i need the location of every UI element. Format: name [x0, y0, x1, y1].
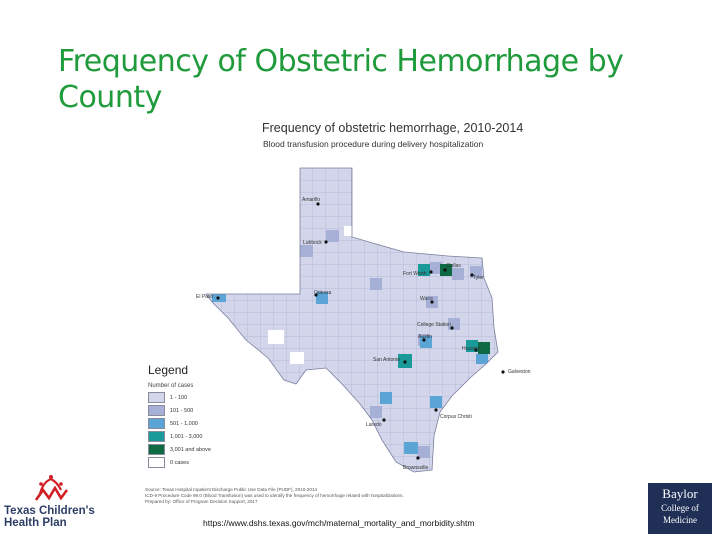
legend-label: 101 - 500 — [170, 407, 194, 414]
tch-logo-text: Texas Children's Health Plan — [4, 505, 95, 529]
city-corpus-christi: Corpus Christi — [434, 408, 472, 420]
legend-swatch — [148, 444, 165, 455]
city-college-station: College Station — [417, 322, 454, 330]
city-houston: Houston — [462, 346, 481, 352]
city-odessa: Odessa — [314, 290, 331, 297]
city-fort-worth: Fort Worth — [403, 270, 433, 277]
city-label-odessa: Odessa — [314, 290, 331, 296]
city-markers: Amarillo Lubbock El Paso Odessa Fort Wor… — [196, 197, 531, 471]
map-title: Frequency of obstetric hemorrhage, 2010-… — [262, 121, 524, 135]
legend-label: 1,001 - 3,000 — [170, 433, 203, 440]
map-subtitle: Blood transfusion procedure during deliv… — [263, 139, 484, 149]
city-amarillo: Amarillo — [302, 197, 320, 206]
source-line: ICD-9 Procedure Code 99.0 (Blood Transfu… — [145, 493, 404, 498]
legend-item: 1 - 100 — [148, 391, 288, 404]
legend-label: 501 - 1,000 — [170, 420, 198, 427]
city-san-antonio: San Antonio — [373, 357, 407, 364]
legend-item: 101 - 500 — [148, 404, 288, 417]
legend-item: 3,001 and above — [148, 443, 288, 456]
source-note: Source: Texas Hospital Inpatient Dischar… — [145, 487, 515, 505]
legend-item: 0 cases — [148, 456, 288, 469]
city-label-lubbock: Lubbock — [303, 240, 322, 246]
city-lubbock: Lubbock — [303, 240, 328, 246]
city-label-waco: Waco — [420, 296, 433, 302]
city-label-corpus-christi: Corpus Christi — [440, 414, 472, 420]
map-legend: Legend Number of cases 1 - 100 101 - 500… — [148, 363, 288, 469]
legend-swatch — [148, 431, 165, 442]
city-galveston: Galveston — [501, 369, 531, 375]
legend-label: 1 - 100 — [170, 394, 188, 401]
legend-swatch — [148, 392, 165, 403]
legend-subtitle: Number of cases — [148, 383, 194, 389]
legend-item: 1,001 - 3,000 — [148, 430, 288, 443]
legend-title: Legend — [148, 363, 189, 377]
city-waco: Waco — [420, 296, 434, 304]
city-label-houston: Houston — [462, 346, 481, 352]
texas-outline — [205, 167, 499, 473]
city-dallas: Dallas — [443, 263, 461, 272]
city-brownsville: Brownsville — [403, 456, 429, 471]
baylor-logo-line: Baylor — [662, 486, 698, 501]
city-label-el-paso: El Paso — [196, 294, 213, 300]
city-label-college-station: College Station — [417, 322, 451, 328]
legend-label: 3,001 and above — [170, 446, 211, 453]
slide-title: Frequency of Obstetric Hemorrhage by Cou… — [58, 44, 624, 115]
baylor-logo-line: Medicine — [663, 515, 697, 525]
city-tyler: Tyler — [470, 273, 484, 281]
legend-swatch — [148, 418, 165, 429]
city-el-paso: El Paso — [196, 294, 220, 300]
city-label-tyler: Tyler — [473, 275, 484, 281]
city-austin: Austin — [418, 334, 432, 342]
city-label-laredo: Laredo — [366, 422, 382, 428]
city-label-austin: Austin — [418, 334, 432, 340]
tch-logo-line: Texas Children's — [4, 505, 95, 517]
source-url[interactable]: https://www.dshs.texas.gov/mch/maternal_… — [203, 518, 475, 528]
city-label-san-antonio: San Antonio — [373, 357, 400, 363]
source-line: Source: Texas Hospital Inpatient Dischar… — [145, 487, 318, 492]
legend-swatch — [148, 457, 165, 468]
city-label-amarillo: Amarillo — [302, 197, 320, 203]
city-label-galveston: Galveston — [508, 369, 531, 375]
city-label-dallas: Dallas — [447, 263, 461, 269]
source-line: Prepared by: Office of Program Decision … — [145, 499, 258, 504]
baylor-logo: Baylor College of Medicine — [648, 483, 712, 534]
legend-swatch — [148, 405, 165, 416]
tch-logo-mark — [34, 475, 69, 501]
city-label-fort-worth: Fort Worth — [403, 271, 427, 277]
city-laredo: Laredo — [366, 418, 386, 428]
city-label-brownsville: Brownsville — [403, 465, 429, 471]
tch-logo-line: Health Plan — [4, 517, 67, 529]
baylor-logo-line: College of — [661, 503, 699, 513]
legend-item: 501 - 1,000 — [148, 417, 288, 430]
legend-label: 0 cases — [170, 459, 189, 466]
